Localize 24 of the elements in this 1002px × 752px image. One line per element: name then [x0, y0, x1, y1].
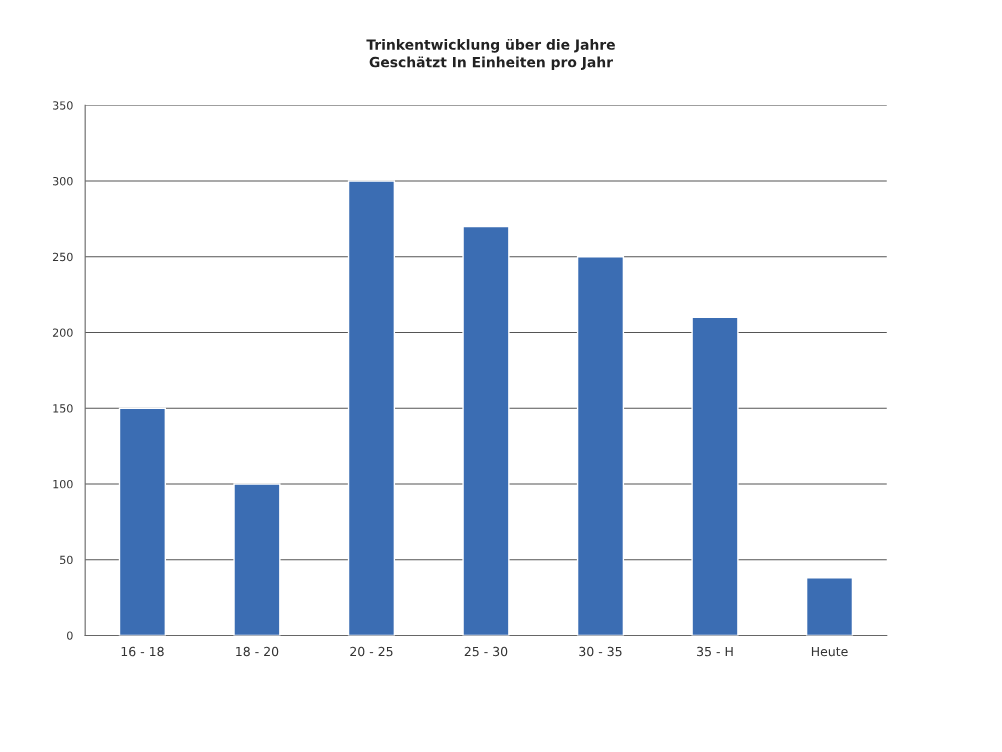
bar [462, 225, 510, 636]
x-tick-label: 25 - 30 [464, 646, 508, 657]
x-tick-label: 18 - 20 [236, 646, 279, 657]
x-tick-label: 30 - 35 [579, 646, 622, 657]
bar [805, 577, 854, 636]
bar [233, 483, 281, 636]
y-tick-label: 100 [53, 479, 73, 489]
y-tick-label: 300 [53, 176, 73, 186]
bar [118, 407, 167, 636]
bar [576, 256, 625, 636]
y-tick-label: 0 [67, 631, 73, 640]
y-tick-label: 350 [53, 101, 73, 110]
bar [691, 316, 739, 636]
y-tick-label: 200 [52, 328, 73, 337]
x-tick-label: 20 - 25 [350, 646, 393, 657]
x-tick-label: Heute [811, 646, 848, 657]
y-tick-label: 250 [52, 252, 73, 262]
bar [347, 180, 396, 636]
x-tick-label: 16 - 18 [121, 646, 164, 657]
y-tick-label: 150 [53, 404, 73, 413]
chart-subtitle: Geschätzt In Einheiten pro Jahr [369, 56, 613, 71]
chart-title: Trinkentwicklung über die Jahre [366, 38, 615, 53]
y-tick-label: 50 [60, 555, 73, 565]
x-tick-label: 35 - H [697, 646, 733, 657]
